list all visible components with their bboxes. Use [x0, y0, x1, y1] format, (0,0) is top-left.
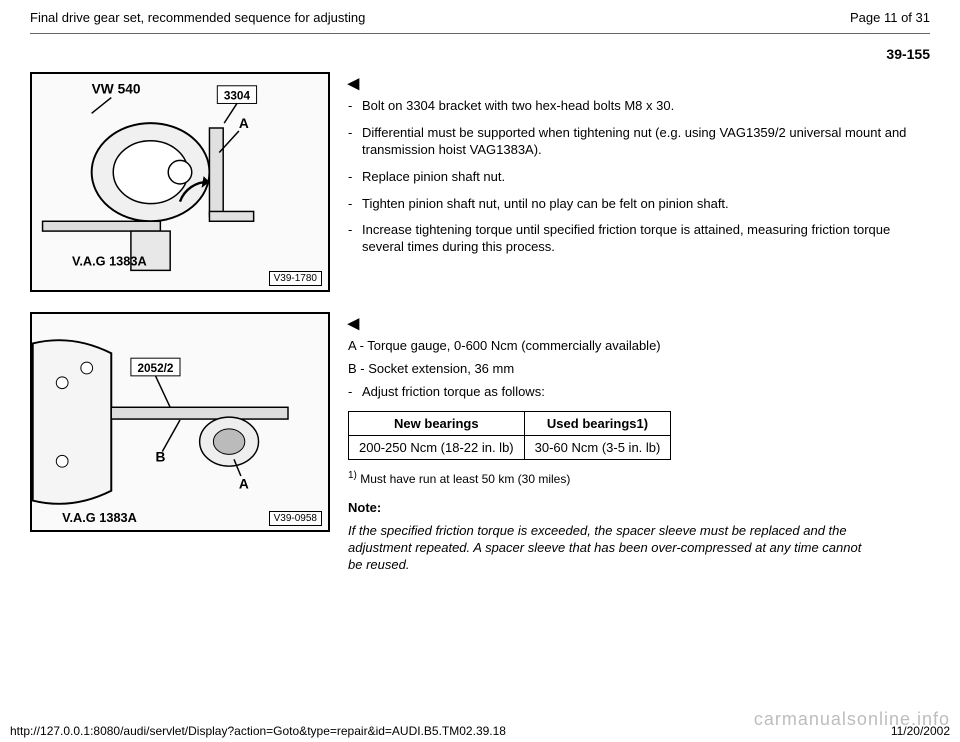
page-header: Final drive gear set, recommended sequen… [30, 10, 930, 29]
page-container: Final drive gear set, recommended sequen… [0, 0, 960, 742]
footnote-text: Must have run at least 50 km (30 miles) [357, 472, 570, 486]
table-header-row: New bearings Used bearings1) [349, 411, 671, 435]
spec-table: New bearings Used bearings1) 200-250 Ncm… [348, 411, 671, 460]
th-used-bearings: Used bearings1) [524, 411, 671, 435]
arrow-marker-1: ◂ [348, 72, 930, 94]
td-used-bearings: 30-60 Ncm (3-5 in. lb) [524, 435, 671, 459]
figure-2: 2052/2 B A V.A.G 1383A V39-0958 [30, 312, 330, 532]
section-number: 39-155 [30, 46, 930, 62]
th-new-bearings: New bearings [349, 411, 525, 435]
arrow-marker-2: ◂ [348, 312, 930, 334]
block2-line-B: B - Socket extension, 36 mm [348, 361, 930, 376]
block1-bullet-1: - Differential must be supported when ti… [348, 125, 930, 159]
header-title: Final drive gear set, recommended sequen… [30, 10, 365, 25]
block2-bullet-0: - Adjust friction torque as follows: [348, 384, 930, 401]
fig1-caption: V39-1780 [269, 271, 322, 286]
header-page-indicator: Page 11 of 31 [850, 10, 930, 25]
figure-2-svg: 2052/2 B A V.A.G 1383A [32, 314, 328, 530]
fig2-caption: V39-0958 [269, 511, 322, 526]
fig1-label-tool: V.A.G 1383A [72, 253, 147, 268]
fig1-label-vw540: VW 540 [92, 82, 141, 97]
header-divider [30, 33, 930, 34]
td-new-bearings: 200-250 Ncm (18-22 in. lb) [349, 435, 525, 459]
footnote: 1) Must have run at least 50 km (30 mile… [348, 470, 930, 486]
fig2-label-2052: 2052/2 [137, 362, 173, 375]
block2-text: ◂ A - Torque gauge, 0-600 Ncm (commercia… [348, 312, 930, 574]
content-block-1: VW 540 3304 A [30, 72, 930, 292]
note-body: If the specified friction torque is exce… [348, 523, 868, 574]
page-footer: http://127.0.0.1:8080/audi/servlet/Displ… [10, 724, 950, 738]
content-block-2: 2052/2 B A V.A.G 1383A V39-0958 ◂ A - To… [30, 312, 930, 574]
footnote-marker: 1) [348, 470, 357, 481]
block1-bullet-3: - Tighten pinion shaft nut, until no pla… [348, 196, 930, 213]
block2-bullets: - Adjust friction torque as follows: [348, 384, 930, 401]
block1-bullets: - Bolt on 3304 bracket with two hex-head… [348, 98, 930, 256]
fig2-label-B: B [155, 449, 165, 464]
block1-bullet-0: - Bolt on 3304 bracket with two hex-head… [348, 98, 930, 115]
fig2-label-A: A [239, 477, 249, 492]
block1-text: ◂ - Bolt on 3304 bracket with two hex-he… [348, 72, 930, 292]
fig1-label-3304: 3304 [224, 90, 251, 103]
footer-url: http://127.0.0.1:8080/audi/servlet/Displ… [10, 724, 506, 738]
fig1-label-A: A [239, 116, 249, 131]
block2-line-A: A - Torque gauge, 0-600 Ncm (commerciall… [348, 338, 930, 353]
block1-bullet-4: - Increase tightening torque until speci… [348, 222, 930, 256]
note-label: Note: [348, 500, 930, 515]
figure-1: VW 540 3304 A [30, 72, 330, 292]
table-data-row: 200-250 Ncm (18-22 in. lb) 30-60 Ncm (3-… [349, 435, 671, 459]
fig2-label-tool: V.A.G 1383A [62, 510, 137, 525]
footer-date: 11/20/2002 [891, 724, 950, 738]
block1-bullet-2: - Replace pinion shaft nut. [348, 169, 930, 186]
figure-1-svg: VW 540 3304 A [32, 74, 328, 290]
